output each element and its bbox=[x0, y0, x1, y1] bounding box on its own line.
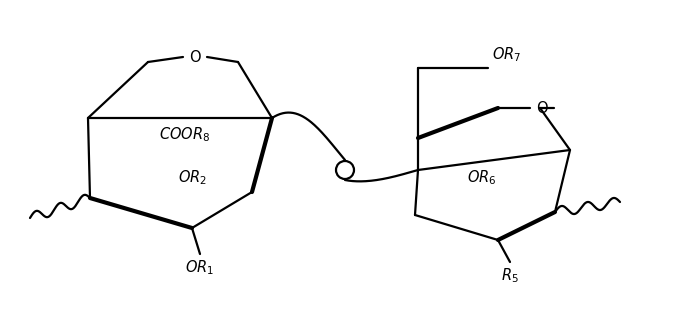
Text: $COOR_8$: $COOR_8$ bbox=[160, 126, 211, 144]
Text: O: O bbox=[189, 49, 201, 65]
Text: $OR_1$: $OR_1$ bbox=[186, 258, 215, 277]
Text: $OR_2$: $OR_2$ bbox=[178, 169, 207, 187]
Text: $R_5$: $R_5$ bbox=[501, 266, 519, 285]
Text: $OR_7$: $OR_7$ bbox=[492, 46, 522, 64]
Text: $OR_6$: $OR_6$ bbox=[467, 169, 497, 187]
Text: O: O bbox=[536, 100, 548, 116]
